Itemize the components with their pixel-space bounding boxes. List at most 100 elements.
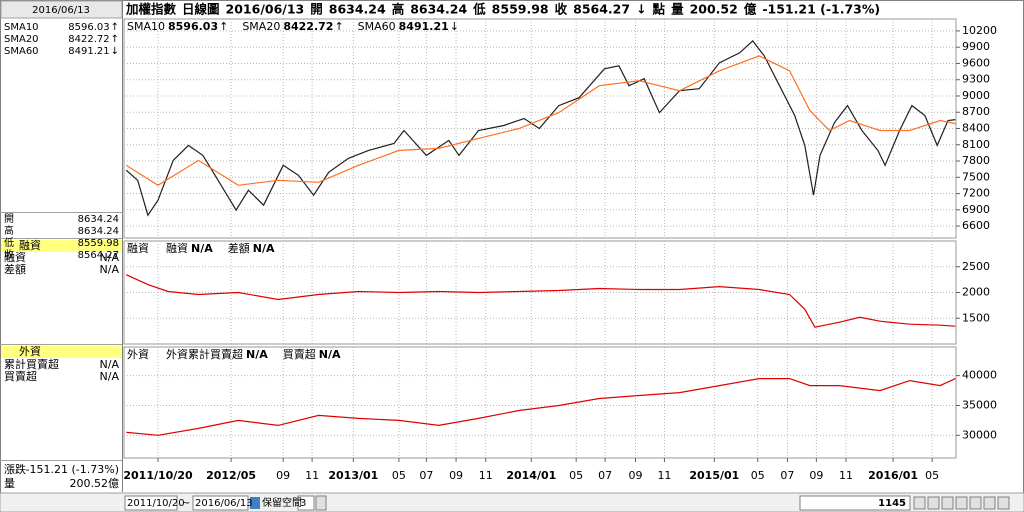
header-item: 8559.98 — [492, 2, 549, 17]
header-item: 8634.24 — [329, 2, 386, 17]
y-tick-label: 8700 — [962, 105, 990, 118]
sidebar-sma-name: SMA60 — [4, 46, 39, 57]
y-tick-label: 30000 — [962, 428, 997, 441]
y-tick-label: 7200 — [962, 187, 990, 200]
header-item: 點 — [653, 2, 666, 17]
legend-name: 外資 — [127, 348, 149, 361]
sidebar-sma-arrow: ↑ — [111, 22, 119, 33]
sidebar-ohlc-label: 收 — [4, 248, 14, 261]
y-tick-label: 35000 — [962, 398, 997, 411]
count-field — [799, 495, 911, 511]
x-tick-label: 2011/10/20 — [123, 469, 193, 482]
foreign-header-band — [1, 346, 122, 358]
legend-name: SMA10 — [127, 20, 165, 33]
y-tick-label: 9900 — [962, 40, 990, 53]
settings-icon[interactable] — [250, 497, 260, 509]
sidebar-row-label: 買賣超 — [4, 369, 37, 383]
header-item: 億 — [744, 2, 757, 17]
sidebar-sma-value: 8422.72 — [68, 34, 109, 45]
toolbar-button[interactable] — [913, 496, 926, 510]
legend-name: SMA20 — [242, 20, 280, 33]
x-tick-label: 11 — [305, 469, 319, 482]
x-tick-label: 05 — [925, 469, 939, 482]
x-tick-label: 11 — [479, 469, 493, 482]
space-spinner[interactable] — [315, 495, 327, 511]
y-tick-label: 40000 — [962, 369, 997, 382]
space-field[interactable] — [297, 495, 315, 511]
toolbar-button[interactable] — [955, 496, 968, 510]
sidebar-ohlc-label: 開 — [4, 213, 14, 225]
legend-value: N/A — [246, 348, 268, 361]
y-tick-label: 8400 — [962, 122, 990, 135]
sidebar-row-value: N/A — [100, 370, 120, 383]
sidebar-sma-arrow: ↑ — [111, 34, 119, 45]
header-item: 2016/06/13 — [226, 2, 305, 17]
series-line — [125, 40, 956, 217]
x-tick-label: 11 — [839, 469, 853, 482]
y-tick-label: 9300 — [962, 73, 990, 86]
toolbar-button[interactable] — [927, 496, 940, 510]
legend-value: N/A — [319, 348, 341, 361]
y-tick-label: 7500 — [962, 170, 990, 183]
legend-arrow: ↑ — [334, 20, 343, 33]
y-tick-label: 2000 — [962, 286, 990, 299]
sidebar-row-label: 累計買賣超 — [4, 357, 59, 371]
x-tick-label: 05 — [392, 469, 406, 482]
toolbar-button[interactable] — [997, 496, 1010, 510]
header-item: ↓ — [636, 2, 646, 17]
end-date-field[interactable] — [192, 495, 249, 511]
sidebar-ohlc-value: 8634.24 — [78, 226, 119, 237]
margin-header-band — [1, 240, 122, 252]
x-tick-label: 09 — [809, 469, 823, 482]
change-value: -151.21 (-1.73%) — [26, 463, 119, 476]
x-tick-label: 05 — [751, 469, 765, 482]
sidebar-row-value: N/A — [100, 358, 120, 371]
header-item: 加權指數 — [125, 2, 177, 17]
x-tick-label: 2015/01 — [689, 469, 739, 482]
legend-value: N/A — [253, 242, 275, 255]
toolbar-button[interactable] — [983, 496, 996, 510]
volume-value: 200.52億 — [70, 477, 120, 490]
sidebar-sma-value: 8491.21 — [68, 46, 109, 57]
legend-arrow: ↓ — [450, 20, 459, 33]
end-date: 2016/06/13 — [195, 498, 253, 509]
legend-name: 外資累計買賣超 — [166, 347, 243, 361]
y-tick-label: 8100 — [962, 138, 990, 151]
sidebar-row-label: 差額 — [4, 262, 26, 276]
toolbar-button[interactable] — [969, 496, 982, 510]
x-tick-label: 2014/01 — [506, 469, 556, 482]
sidebar-sma-arrow: ↓ — [111, 46, 119, 57]
x-tick-label: 11 — [657, 469, 671, 482]
sidebar-sma-name: SMA20 — [4, 34, 39, 45]
sidebar-ohlc-value: 8559.98 — [78, 238, 119, 249]
header-item: 低 — [472, 2, 486, 17]
legend-value: 8596.03 — [168, 20, 218, 33]
y-tick-label: 2500 — [962, 260, 990, 273]
volume-label: 量 — [4, 477, 15, 490]
x-tick-label: 2016/01 — [868, 469, 918, 482]
sidebar-row-label: 融資 — [4, 251, 26, 264]
y-tick-label: 6600 — [962, 219, 990, 232]
margin-title: 融資 — [19, 239, 41, 252]
legend-arrow: ↑ — [219, 20, 228, 33]
header-item: 日線圖 — [182, 2, 220, 17]
x-tick-label: 05 — [569, 469, 583, 482]
x-tick-label: 2013/01 — [328, 469, 378, 482]
sidebar-row-value: N/A — [100, 263, 120, 276]
change-label: 漲跌 — [4, 462, 26, 476]
series-line — [125, 55, 956, 187]
sidebar-ohlc-label: 低 — [4, 236, 14, 249]
header-item: 量 — [671, 2, 684, 17]
start-date-field[interactable] — [124, 495, 178, 511]
x-tick-label: 09 — [449, 469, 463, 482]
sidebar-ohlc-value: 8634.24 — [78, 214, 119, 225]
legend-value: 8422.72 — [283, 20, 333, 33]
sidebar-row-value: N/A — [100, 251, 120, 264]
header-item: -151.21 (-1.73%) — [762, 2, 880, 17]
header-item: 開 — [310, 2, 323, 17]
y-tick-label: 9000 — [962, 89, 990, 102]
toolbar-button[interactable] — [941, 496, 954, 510]
pane-frame — [123, 240, 957, 345]
x-tick-label: 09 — [628, 469, 642, 482]
